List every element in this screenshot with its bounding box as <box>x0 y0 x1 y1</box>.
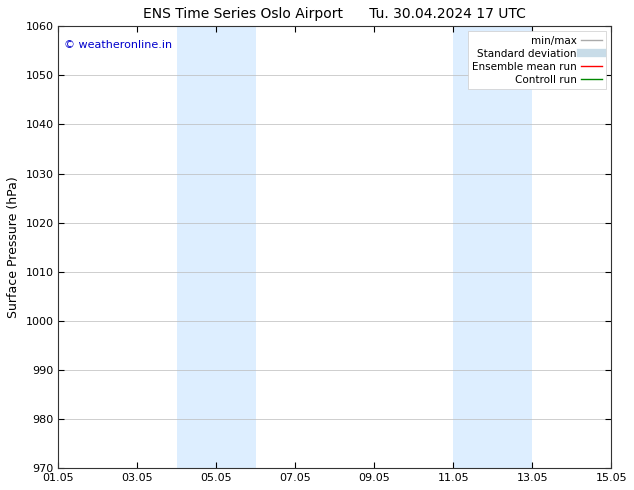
Text: © weatheronline.in: © weatheronline.in <box>64 40 172 49</box>
Legend: min/max, Standard deviation, Ensemble mean run, Controll run: min/max, Standard deviation, Ensemble me… <box>468 31 606 89</box>
Title: ENS Time Series Oslo Airport      Tu. 30.04.2024 17 UTC: ENS Time Series Oslo Airport Tu. 30.04.2… <box>143 7 526 21</box>
Y-axis label: Surface Pressure (hPa): Surface Pressure (hPa) <box>7 176 20 318</box>
Bar <box>453 26 533 468</box>
Bar <box>177 26 256 468</box>
